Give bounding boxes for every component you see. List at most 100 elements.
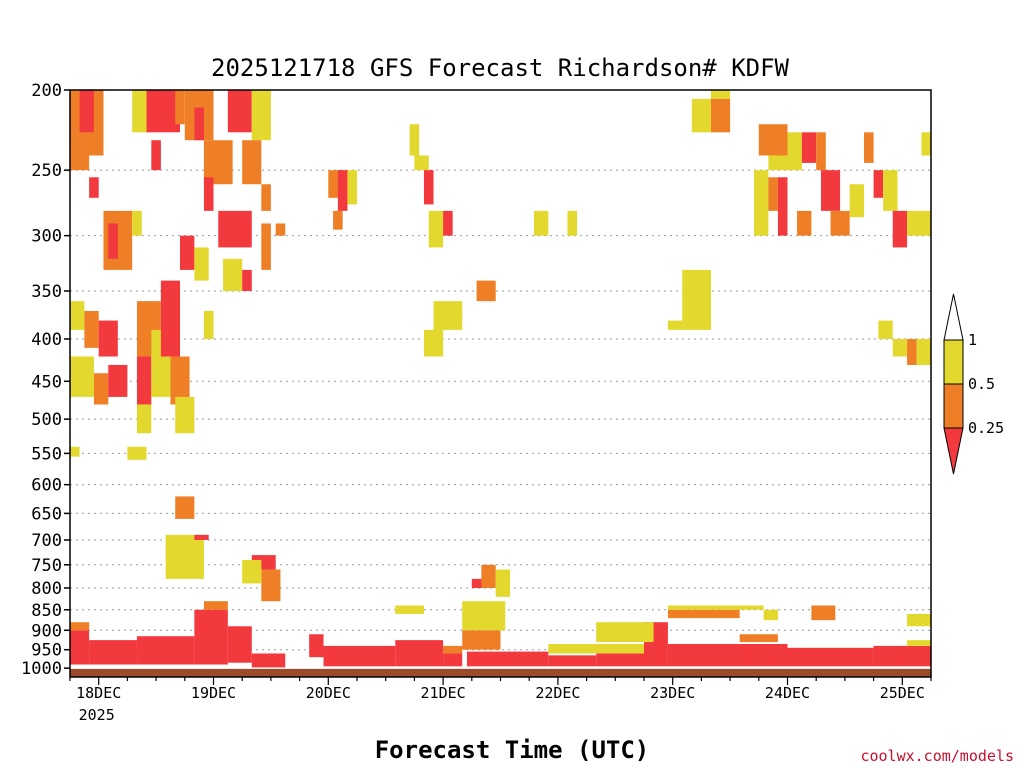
ri-cell — [533, 210, 549, 236]
x-tick-sublabel: 2025 — [79, 706, 115, 724]
ri-cell — [261, 184, 271, 211]
ri-cell — [596, 653, 644, 667]
ri-cell — [495, 569, 511, 597]
ri-cell — [763, 609, 778, 621]
ri-cell — [203, 140, 233, 185]
ri-cell — [892, 338, 908, 357]
ri-cell — [710, 90, 731, 99]
ri-cell — [98, 320, 118, 357]
ri-cell — [347, 170, 357, 205]
ri-cell — [323, 645, 396, 667]
y-tick-label: 200 — [31, 81, 62, 101]
ri-cell — [787, 647, 874, 667]
ri-cell — [768, 177, 778, 211]
y-tick-label: 1000 — [21, 659, 62, 679]
ri-cell — [337, 170, 348, 211]
ri-cell — [443, 645, 463, 654]
y-tick-label: 450 — [31, 372, 62, 392]
ri-cell — [227, 90, 252, 133]
ri-cell — [132, 210, 142, 236]
ri-cell — [227, 626, 252, 663]
ri-cell — [70, 301, 85, 330]
ri-cell — [787, 132, 802, 171]
ri-cell — [423, 329, 444, 357]
y-tick-label: 500 — [31, 410, 62, 430]
ri-cell — [467, 651, 549, 667]
ri-cell — [409, 124, 420, 156]
ri-cell — [777, 177, 788, 236]
ri-cell — [261, 569, 281, 602]
ri-cell — [811, 605, 836, 621]
ri-cell — [481, 564, 496, 588]
ri-cell — [170, 356, 190, 405]
ri-cell — [180, 235, 195, 270]
ri-cell — [132, 90, 152, 133]
ri-cell — [251, 90, 262, 141]
ri-cell — [801, 132, 817, 163]
ri-cell — [108, 223, 118, 259]
ri-cell — [820, 170, 841, 211]
y-tick-label: 900 — [31, 621, 62, 641]
ri-cell — [93, 373, 109, 405]
ri-cell — [873, 170, 884, 198]
legend-bin — [943, 383, 964, 429]
ri-cell — [194, 107, 204, 141]
legend-bin-bottom — [943, 427, 964, 475]
ri-cell — [108, 364, 128, 397]
ri-cell — [242, 140, 262, 185]
y-tick-label: 950 — [31, 641, 62, 661]
legend-tick-label: 1 — [968, 331, 977, 349]
x-tick-label: 21DEC — [421, 684, 466, 702]
ri-cell — [70, 622, 90, 631]
ri-cell — [797, 210, 812, 236]
y-tick-label: 600 — [31, 476, 62, 496]
ri-cell — [70, 630, 90, 665]
y-tick-label: 350 — [31, 282, 62, 302]
ri-cell — [907, 338, 917, 365]
ri-cell — [462, 630, 501, 650]
ri-cell — [242, 269, 252, 292]
ri-cell — [136, 356, 152, 405]
ri-cell — [70, 446, 80, 457]
ri-cell — [710, 98, 731, 133]
x-tick-label: 23DEC — [650, 684, 695, 702]
legend-tick-label: 0.25 — [968, 419, 1004, 437]
ri-cell — [471, 578, 487, 588]
ri-cell — [423, 170, 434, 205]
ri-cell — [160, 280, 181, 357]
ri-cell — [136, 636, 195, 665]
ri-cell — [175, 496, 195, 519]
ri-cell — [79, 90, 94, 133]
ri-cell — [667, 643, 788, 667]
y-axis: 200 250 300 350 400 450 500 550 600 650 700 750 8008… — [21, 81, 70, 679]
colorbar-legend: 1 0.5 0.25 — [943, 293, 1004, 475]
ri-cell — [175, 396, 195, 434]
ri-cell — [476, 280, 496, 302]
ri-cell — [921, 132, 931, 156]
ri-cell — [194, 247, 209, 281]
ri-cell — [261, 90, 271, 141]
ri-cell — [127, 446, 147, 460]
ri-cell — [151, 140, 161, 171]
ri-cell — [203, 310, 214, 339]
ri-cell — [136, 404, 152, 434]
ri-cell — [433, 301, 463, 330]
x-axis: 18DEC 2025 19DEC 20DEC 21DEC 22DEC 23DEC 24DEC 2… — [69, 677, 932, 724]
ri-cell — [333, 210, 343, 230]
ri-cell — [682, 269, 711, 330]
y-tick-label: 650 — [31, 504, 62, 524]
heatmap-cells — [70, 90, 931, 677]
legend-bin-top — [943, 293, 964, 341]
x-tick-label: 20DEC — [306, 684, 351, 702]
ri-cell — [691, 98, 711, 133]
y-tick-label: 250 — [31, 161, 62, 181]
x-tick-label: 19DEC — [191, 684, 236, 702]
ri-cell — [462, 601, 506, 631]
ri-cell — [165, 534, 204, 579]
ri-cell — [309, 634, 324, 658]
x-tick-label: 22DEC — [535, 684, 580, 702]
ri-cell — [395, 605, 424, 614]
ri-cell — [667, 605, 764, 610]
ri-cell — [251, 653, 286, 669]
